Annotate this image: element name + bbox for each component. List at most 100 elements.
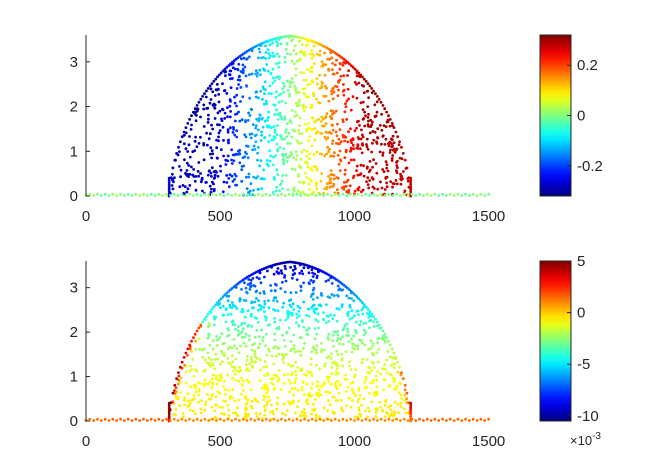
scatter-point [203, 347, 206, 351]
scatter-point [218, 123, 221, 127]
scatter-point [331, 87, 335, 91]
scatter-point [350, 309, 354, 313]
scatter-point [262, 102, 266, 106]
scatter-point [255, 90, 259, 94]
scatter-point [208, 101, 212, 105]
scatter-point [249, 312, 253, 316]
scatter-point [240, 310, 244, 314]
scatter-point [346, 327, 350, 331]
scatter-point [330, 352, 333, 356]
scatter-point [375, 351, 379, 354]
scatter-point [266, 48, 270, 51]
scatter-point [309, 363, 313, 366]
scatter-point [217, 87, 220, 91]
scatter-point [315, 344, 319, 348]
baseline-point [172, 192, 176, 196]
scatter-point [275, 407, 279, 411]
scatter-point [248, 55, 251, 59]
scatter-point [231, 360, 235, 364]
scatter-point [211, 339, 215, 342]
scatter-point [170, 184, 174, 187]
scatter-point [281, 358, 285, 361]
scatter-point [194, 384, 198, 388]
scatter-point [201, 355, 205, 359]
baseline-point [153, 194, 157, 197]
scatter-point [208, 184, 212, 188]
scatter-point [265, 365, 269, 368]
scatter-point [204, 400, 208, 404]
scatter-point [211, 180, 214, 184]
baseline-point [345, 419, 349, 422]
scatter-point [235, 104, 239, 108]
scatter-point [276, 42, 280, 45]
scatter-point [208, 343, 212, 347]
scatter-point [305, 176, 309, 180]
scatter-point [289, 81, 292, 85]
scatter-point [368, 179, 371, 182]
scatter-point [331, 185, 335, 188]
scatter-point [275, 90, 278, 94]
baseline-point [425, 192, 429, 196]
baseline-point [268, 194, 272, 197]
boundary-point [379, 326, 383, 330]
scatter-point [263, 136, 267, 140]
scatter-point [393, 150, 397, 154]
boundary-point [349, 290, 353, 293]
scatter-point [231, 77, 234, 80]
scatter-point [313, 327, 317, 330]
scatter-point [242, 379, 245, 383]
scatter-point [301, 190, 305, 194]
scatter-point [374, 415, 378, 418]
scatter-point [266, 400, 269, 404]
baseline-point [330, 194, 333, 197]
scatter-point [367, 186, 371, 190]
baseline-point [372, 417, 375, 421]
baseline-point [399, 194, 402, 197]
scatter-point [227, 73, 231, 76]
baseline-point [360, 419, 364, 422]
scatter-point [258, 164, 261, 168]
baseline-point [268, 419, 272, 422]
scatter-point [349, 158, 353, 162]
scatter-point [252, 175, 256, 179]
scatter-point [243, 322, 247, 325]
scatter-point [264, 344, 267, 348]
scatter-point [206, 393, 209, 396]
scatter-point [288, 92, 291, 96]
scatter-point [282, 162, 286, 166]
scatter-point [307, 281, 311, 285]
scatter-point [242, 341, 246, 345]
scatter-point [189, 399, 193, 402]
scatter-point [271, 76, 275, 80]
scatter-point [298, 58, 302, 61]
boundary-point [167, 181, 171, 185]
scatter-point [356, 120, 359, 124]
scatter-point [261, 339, 265, 342]
scatter-point [382, 170, 386, 174]
scatter-point [282, 361, 286, 364]
scatter-point [283, 117, 287, 121]
scatter-point [365, 137, 369, 141]
baseline-point [291, 419, 295, 422]
scatter-point [197, 387, 201, 391]
baseline-point [391, 194, 395, 197]
scatter-point [262, 305, 266, 309]
scatter-point [356, 309, 360, 313]
baseline-point [353, 194, 356, 197]
scatter-point [271, 409, 275, 413]
scatter-point [299, 289, 303, 292]
scatter-point [312, 286, 316, 290]
boundary-point [167, 401, 171, 405]
scatter-point [331, 317, 335, 321]
baseline-point [245, 419, 249, 422]
scatter-point [220, 412, 224, 415]
scatter-point [363, 110, 366, 114]
scatter-point [275, 124, 279, 127]
scatter-point [266, 118, 269, 122]
scatter-point [358, 323, 362, 327]
scatter-point [375, 407, 379, 410]
scatter-point [289, 121, 293, 124]
scatter-point [330, 56, 334, 60]
scatter-point [301, 413, 305, 417]
scatter-point [281, 305, 285, 309]
